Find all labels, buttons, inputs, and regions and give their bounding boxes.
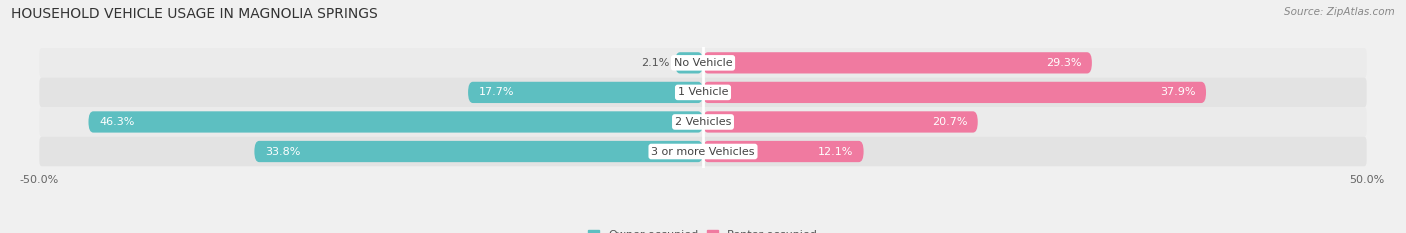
FancyBboxPatch shape xyxy=(675,52,703,73)
Text: Source: ZipAtlas.com: Source: ZipAtlas.com xyxy=(1284,7,1395,17)
Text: 46.3%: 46.3% xyxy=(98,117,135,127)
FancyBboxPatch shape xyxy=(703,82,1206,103)
FancyBboxPatch shape xyxy=(254,141,703,162)
Text: 2.1%: 2.1% xyxy=(641,58,669,68)
Text: 1 Vehicle: 1 Vehicle xyxy=(678,87,728,97)
FancyBboxPatch shape xyxy=(39,78,1367,107)
Text: 2 Vehicles: 2 Vehicles xyxy=(675,117,731,127)
FancyBboxPatch shape xyxy=(703,141,863,162)
FancyBboxPatch shape xyxy=(468,82,703,103)
FancyBboxPatch shape xyxy=(703,52,1092,73)
Text: 20.7%: 20.7% xyxy=(932,117,967,127)
FancyBboxPatch shape xyxy=(39,137,1367,166)
Text: No Vehicle: No Vehicle xyxy=(673,58,733,68)
Text: 37.9%: 37.9% xyxy=(1160,87,1195,97)
FancyBboxPatch shape xyxy=(39,48,1367,78)
FancyBboxPatch shape xyxy=(39,107,1367,137)
Text: 3 or more Vehicles: 3 or more Vehicles xyxy=(651,147,755,157)
Text: 17.7%: 17.7% xyxy=(478,87,515,97)
Text: 29.3%: 29.3% xyxy=(1046,58,1081,68)
FancyBboxPatch shape xyxy=(89,111,703,133)
Legend: Owner-occupied, Renter-occupied: Owner-occupied, Renter-occupied xyxy=(583,226,823,233)
Text: 12.1%: 12.1% xyxy=(818,147,853,157)
Text: 33.8%: 33.8% xyxy=(264,147,301,157)
Text: HOUSEHOLD VEHICLE USAGE IN MAGNOLIA SPRINGS: HOUSEHOLD VEHICLE USAGE IN MAGNOLIA SPRI… xyxy=(11,7,378,21)
FancyBboxPatch shape xyxy=(703,111,977,133)
